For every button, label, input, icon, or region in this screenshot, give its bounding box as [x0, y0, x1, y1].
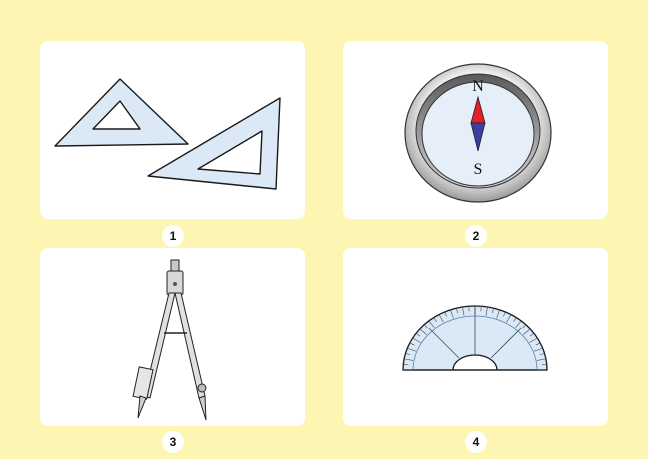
- south-label: S: [474, 161, 483, 178]
- protractor-tick: [415, 333, 421, 337]
- item-number-3: 3: [162, 431, 184, 453]
- protractor-tick: [450, 309, 454, 319]
- protractor-tick: [492, 308, 494, 314]
- protractor-tick: [503, 311, 506, 317]
- item-number-2: 2: [465, 225, 487, 247]
- protractor-tick: [409, 342, 415, 346]
- protractor-tick: [407, 347, 416, 352]
- tool-card-1[interactable]: [40, 41, 305, 219]
- protractor-tick: [523, 328, 531, 335]
- protractor-tick: [423, 324, 428, 329]
- tool-card-2[interactable]: N S: [343, 41, 608, 219]
- protractor-tick: [513, 317, 517, 322]
- protractor-tick: [404, 358, 414, 361]
- protractor-tick: [529, 333, 535, 337]
- compass-icon: N S: [404, 63, 552, 203]
- protractor-tick: [506, 314, 512, 323]
- drawing-compass-icon: [132, 259, 207, 421]
- protractor-tick: [428, 320, 435, 329]
- protractor-tick: [444, 311, 447, 317]
- protractor-tick: [534, 347, 543, 352]
- set-squares-icon: [54, 78, 281, 190]
- protractor-tick: [405, 353, 411, 356]
- protractor-tick: [456, 308, 458, 314]
- protractor-tick: [496, 309, 500, 319]
- protractor-tick: [485, 306, 488, 316]
- protractor-tick: [433, 317, 437, 322]
- protractor-tick: [536, 358, 546, 361]
- tool-card-3[interactable]: [40, 248, 305, 426]
- protractor-tick: [438, 314, 444, 323]
- protractor-tick: [462, 306, 465, 316]
- protractor-tick: [412, 337, 421, 343]
- protractor-tick: [522, 324, 527, 329]
- item-number-4: 4: [465, 431, 487, 453]
- tool-card-4[interactable]: [343, 248, 608, 426]
- protractor-tick: [419, 328, 427, 335]
- north-label: N: [472, 78, 484, 95]
- protractor-tick: [535, 342, 541, 346]
- protractor-tick: [515, 320, 522, 329]
- protractor-icon: [402, 305, 548, 371]
- item-number-1: 1: [162, 225, 184, 247]
- protractor-tick: [529, 337, 538, 343]
- protractor-tick: [539, 353, 545, 356]
